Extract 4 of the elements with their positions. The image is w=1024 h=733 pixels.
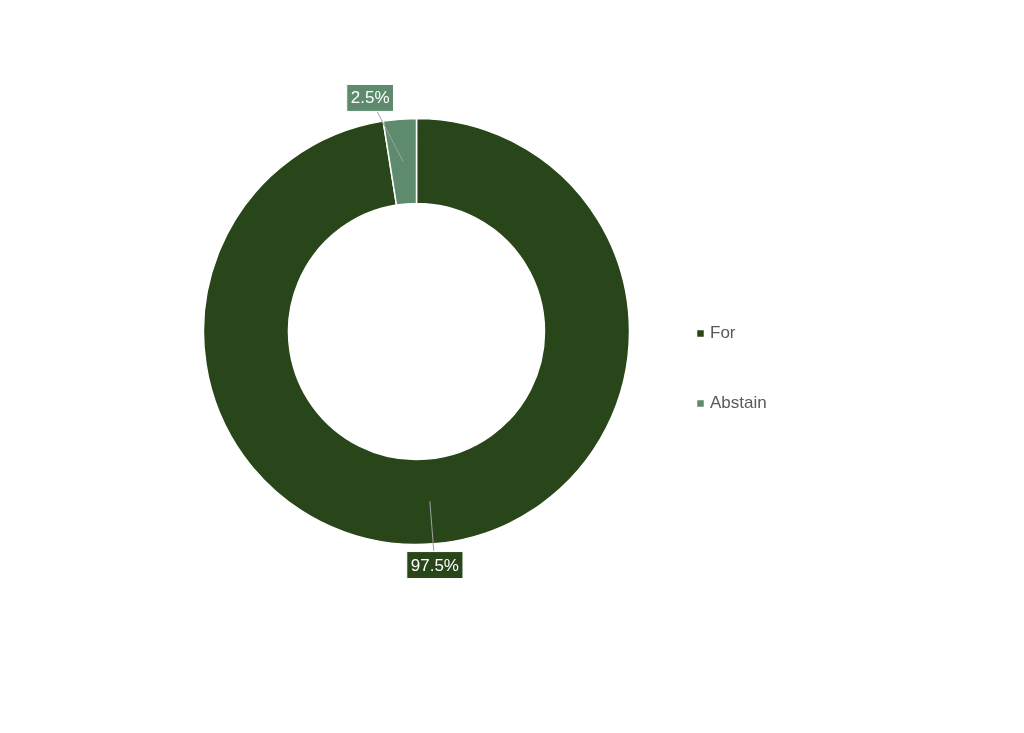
- data-label: 2.5%: [350, 88, 390, 108]
- data-label: 97.5%: [410, 555, 459, 575]
- legend-label: For: [710, 323, 736, 343]
- legend-label: Abstain: [710, 393, 767, 413]
